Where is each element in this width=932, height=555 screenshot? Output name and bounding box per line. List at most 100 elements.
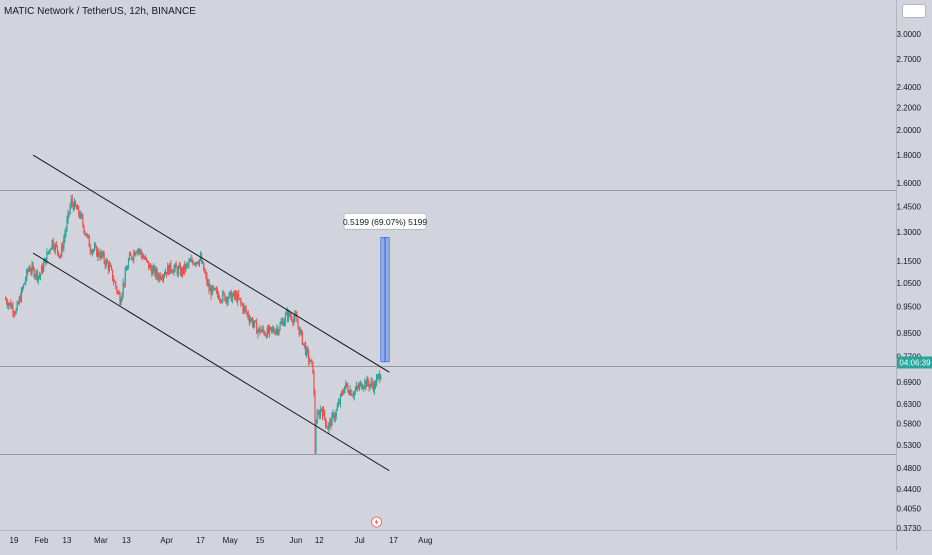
- candle-body: [286, 311, 289, 319]
- candle-body: [311, 359, 313, 362]
- candle-body: [332, 413, 334, 415]
- candle-body: [117, 291, 119, 293]
- candle-body: [245, 308, 247, 313]
- candle-body: [194, 263, 196, 265]
- candle-body: [146, 259, 149, 262]
- candle-body: [142, 257, 144, 259]
- candle-body: [174, 264, 176, 269]
- candle-body: [175, 264, 177, 268]
- y-axis[interactable]: 3.0000 2.7000 2.4000 2.2000 2.0000 1.8000 1.60…: [897, 30, 922, 533]
- candle-body: [89, 246, 91, 252]
- candle-body: [143, 257, 145, 260]
- candle-body: [132, 258, 134, 260]
- candle-body: [292, 320, 294, 323]
- candle-body: [172, 271, 174, 273]
- candle-body: [265, 334, 267, 338]
- candle-body: [85, 233, 87, 236]
- candle-body: [171, 270, 173, 272]
- x-axis[interactable]: 19 Feb 13 Mar 13 Apr 17 May 15 Jun 12 Jul 17 Aug: [10, 536, 433, 545]
- y-tick-label: 0.3730: [897, 524, 922, 533]
- candle-body: [334, 416, 336, 420]
- candle-body: [290, 315, 292, 317]
- candle-body: [154, 266, 156, 276]
- candle-body: [79, 214, 81, 218]
- candle-body: [270, 327, 273, 330]
- candle-body: [116, 286, 118, 292]
- candle-body: [262, 328, 264, 331]
- candle-body: [106, 260, 108, 264]
- candle-body: [150, 265, 152, 269]
- candle-body: [187, 264, 189, 266]
- candle-body: [366, 378, 368, 387]
- settings-icon[interactable]: [902, 4, 926, 18]
- candle-body: [10, 302, 12, 309]
- candle-body: [179, 265, 182, 275]
- candle-body: [167, 265, 169, 275]
- x-tick-label: 13: [63, 536, 72, 545]
- candle-body: [210, 288, 212, 296]
- y-tick-label: 0.4050: [897, 504, 922, 513]
- candle-body: [137, 249, 139, 252]
- candle-body: [379, 374, 381, 380]
- trendline-channel-upper: [32, 154, 390, 373]
- candle-body: [364, 380, 366, 387]
- candle-body: [47, 252, 49, 254]
- candle-body: [195, 261, 197, 265]
- candle-body: [248, 317, 250, 322]
- candle-body: [326, 425, 328, 427]
- trendlines: [32, 154, 390, 472]
- candle-body: [37, 275, 39, 280]
- candle-body: [46, 252, 48, 264]
- x-tick-label: 19: [10, 536, 19, 545]
- candle-body: [18, 297, 20, 304]
- candle-body: [35, 270, 37, 276]
- candle-body: [109, 264, 112, 267]
- candle-body: [219, 299, 221, 301]
- candle-body: [347, 386, 349, 392]
- candle-body: [114, 281, 116, 283]
- event-flash-bolt: [374, 518, 379, 526]
- candle-body: [68, 212, 70, 214]
- y-tick-label: 0.9500: [897, 302, 922, 311]
- candle-body: [282, 320, 284, 326]
- candle-body: [353, 391, 355, 397]
- candle-body: [241, 302, 243, 305]
- candle-body: [254, 320, 256, 324]
- candle-body: [222, 292, 224, 301]
- candle-body: [31, 265, 33, 272]
- candle-body: [358, 384, 361, 388]
- candle-body: [247, 313, 249, 318]
- candle-body: [140, 250, 142, 255]
- candle-body: [66, 219, 68, 230]
- candle-body: [201, 255, 203, 263]
- candle-body: [284, 314, 286, 322]
- candle-body: [343, 392, 345, 394]
- candle-body: [19, 297, 21, 302]
- candle-body: [190, 259, 192, 262]
- candle-body: [176, 267, 178, 275]
- y-tick-label: 0.5300: [897, 441, 922, 450]
- candle-body: [72, 203, 74, 210]
- candle-body: [73, 201, 76, 210]
- candle-body: [100, 252, 102, 258]
- candle-body: [93, 246, 96, 250]
- y-tick-label: 3.0000: [897, 30, 922, 39]
- candle-body: [56, 245, 59, 252]
- candle-body: [101, 252, 103, 256]
- candle-body: [367, 378, 369, 384]
- candle-body: [53, 247, 55, 251]
- candle-body: [302, 342, 304, 345]
- candle-body: [320, 409, 322, 411]
- candle-body: [144, 257, 147, 260]
- price-tag-box: [897, 356, 932, 369]
- candle-body: [336, 406, 338, 411]
- candle-body: [160, 278, 162, 280]
- candle-body: [50, 248, 52, 251]
- candle-body: [351, 395, 353, 397]
- y-tick-label: 0.4400: [897, 485, 922, 494]
- candle-body: [285, 311, 288, 315]
- candle-body: [4, 299, 7, 301]
- candle-body: [339, 394, 342, 404]
- candle-body: [243, 306, 245, 311]
